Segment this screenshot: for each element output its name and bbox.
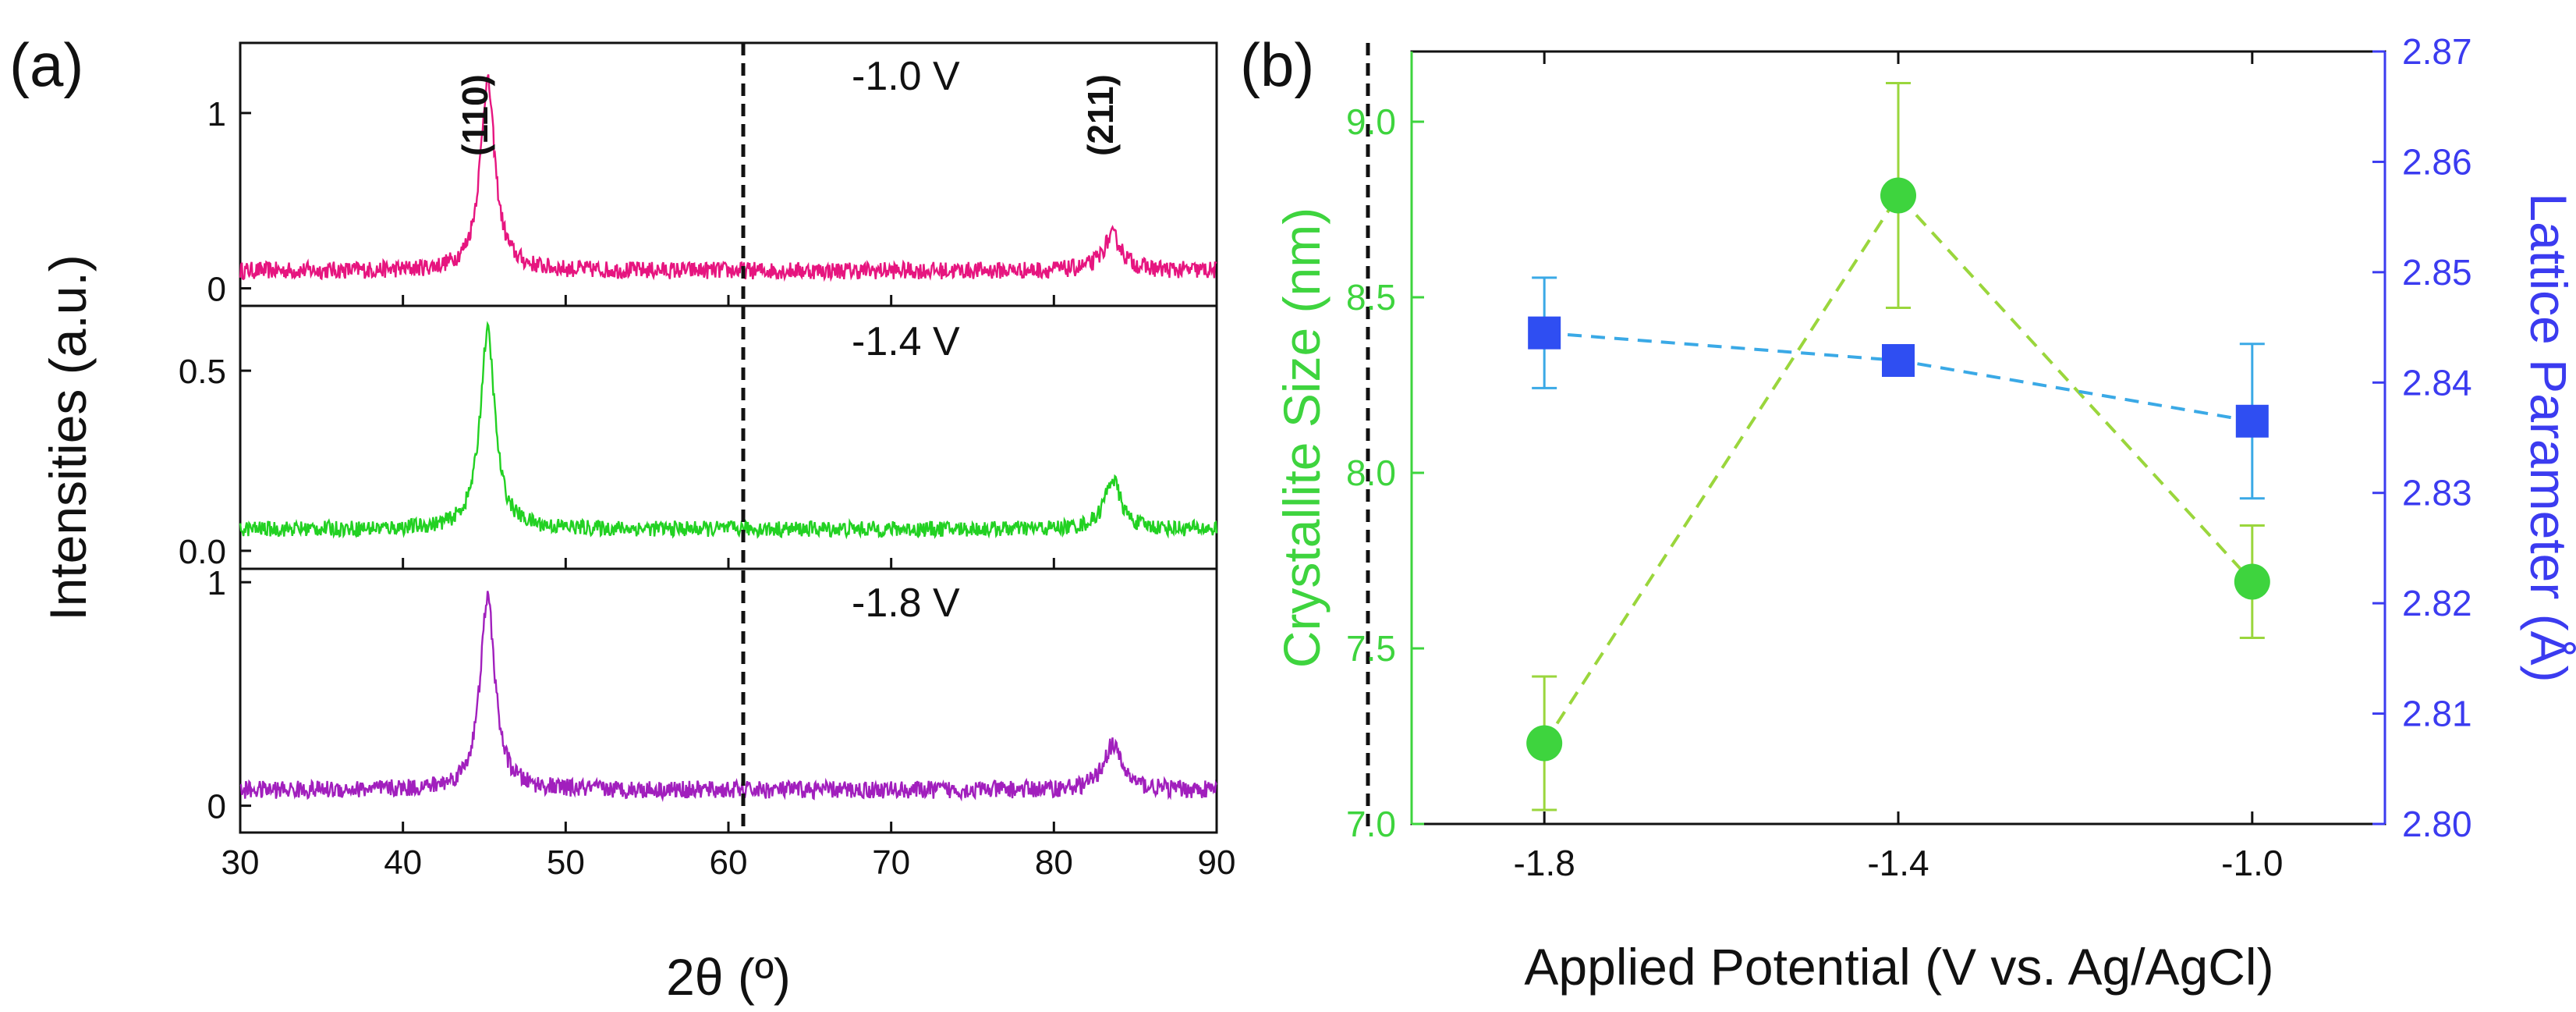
data-point-square-0 — [1528, 316, 1561, 350]
ytick-label-a-2-0: 0 — [207, 788, 226, 826]
reference-label-211: (211) — [1080, 74, 1121, 156]
data-point-circle-0 — [1526, 725, 1563, 762]
ytick-right-label-0: 2.80 — [2402, 804, 2472, 844]
xtick-label-a-3: 60 — [710, 843, 748, 882]
ytick-right-label-1: 2.81 — [2402, 694, 2472, 734]
ytick-left-label-3: 8.5 — [1346, 277, 1396, 318]
panel-b-axes: 7.0 7.5 8.0 8.5 9.0 2.80 2.81 2.82 2.83 2.84 2.85 2… — [1346, 31, 2471, 883]
reference-label-110: (110) — [455, 74, 495, 156]
ytick-label-a-0-1: 1 — [207, 95, 226, 133]
ytick-right-label-2: 2.82 — [2402, 583, 2472, 623]
panel-a-frames — [239, 41, 1218, 834]
data-point-circle-1 — [1880, 177, 1916, 214]
xrd-trace-0 — [239, 74, 1217, 282]
panel-a-ylabel: Intensities (a.u.) — [39, 254, 97, 621]
panel-b-plot-area — [1526, 82, 2270, 811]
ytick-right-label-7: 2.87 — [2402, 31, 2472, 72]
data-point-circle-2 — [2234, 563, 2270, 600]
panel-b-crystallite-lattice: (b) 7.0 7.5 8.0 8.5 9.0 2.80 2.81 2.82 2.83 2.84 2… — [1240, 30, 2576, 996]
xtick-label-a-1: 40 — [384, 843, 422, 882]
xtick-label-a-0: 30 — [221, 843, 260, 882]
ytick-right-label-3: 2.83 — [2402, 473, 2472, 513]
xtick-label-a-5: 80 — [1035, 843, 1073, 882]
ytick-left-label-0: 7.0 — [1346, 804, 1396, 844]
xtick-b-label-2: -1.0 — [2221, 843, 2283, 883]
data-point-square-2 — [2235, 404, 2269, 438]
xtick-label-a-6: 90 — [1198, 843, 1236, 882]
xtick-b-label-0: -1.8 — [1514, 843, 1575, 883]
ytick-right-label-4: 2.84 — [2402, 362, 2472, 403]
xtick-label-a-4: 70 — [872, 843, 910, 882]
panel-b-ylabel-left: Crystallite Size (nm) — [1273, 208, 1331, 668]
xrd-trace-2 — [239, 591, 1218, 802]
ytick-left-label-2: 8.0 — [1346, 453, 1396, 493]
ytick-left-label-4: 9.0 — [1346, 101, 1396, 142]
xtick-b-label-1: -1.4 — [1867, 843, 1929, 883]
ytick-label-a-1-1: 0.5 — [179, 353, 226, 391]
data-point-square-1 — [1882, 344, 1915, 377]
series-line-0 — [1543, 193, 2254, 744]
series-label-1-4v: -1.4 V — [852, 319, 960, 364]
panel-b-xlabel: Applied Potential (V vs. Ag/AgCl) — [1524, 938, 2273, 996]
panel-b-label: (b) — [1240, 30, 1314, 99]
ytick-left-label-1: 7.5 — [1346, 628, 1396, 669]
xrd-trace-1 — [239, 321, 1218, 540]
ytick-label-a-0-0: 0 — [207, 271, 226, 309]
series-label-1-8v: -1.8 V — [852, 581, 960, 626]
panel-a-traces — [239, 74, 1218, 802]
panel-a-xlabel: 2θ (º) — [666, 948, 791, 1006]
ytick-right-label-5: 2.85 — [2402, 252, 2472, 293]
ytick-right-label-6: 2.86 — [2402, 141, 2472, 182]
series-label-1-0v: -1.0 V — [852, 54, 960, 99]
panel-a-label: (a) — [9, 30, 83, 99]
ytick-label-a-2-1: 1 — [207, 564, 226, 602]
ytick-label-a-1-0: 0.0 — [179, 533, 226, 571]
panel-b-ylabel-right: Lattice Parameter (Å) — [2520, 193, 2576, 682]
panel-a-xrd-patterns: (a) (110) (211) -1.0 V -1.4 V -1.8 V 010… — [9, 30, 1370, 1006]
xtick-label-a-2: 50 — [547, 843, 585, 882]
